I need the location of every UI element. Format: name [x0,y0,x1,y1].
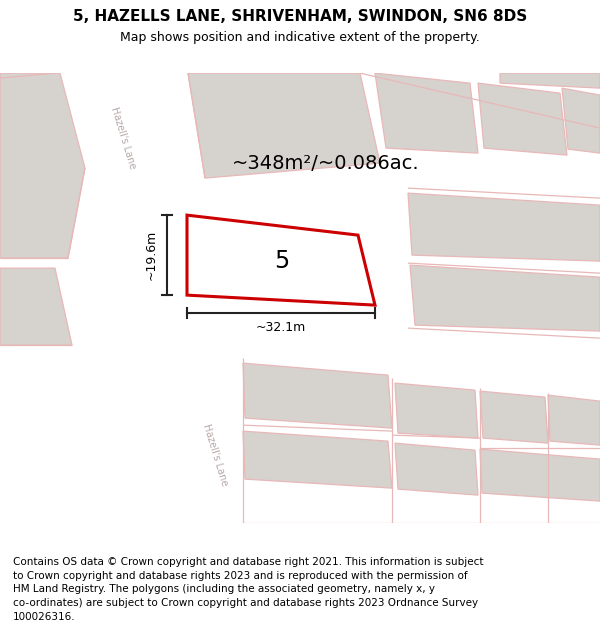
Text: 5, HAZELLS LANE, SHRIVENHAM, SWINDON, SN6 8DS: 5, HAZELLS LANE, SHRIVENHAM, SWINDON, SN… [73,9,527,24]
Text: Hazell's Lane: Hazell's Lane [109,106,137,171]
Polygon shape [187,215,375,305]
Polygon shape [480,449,600,501]
Polygon shape [408,193,600,261]
Polygon shape [375,73,478,153]
Text: Map shows position and indicative extent of the property.: Map shows position and indicative extent… [120,31,480,44]
Polygon shape [55,73,185,248]
Polygon shape [395,443,478,495]
Polygon shape [500,73,600,88]
Polygon shape [0,268,72,345]
Polygon shape [395,383,478,438]
Polygon shape [0,73,85,258]
Text: Contains OS data © Crown copyright and database right 2021. This information is : Contains OS data © Crown copyright and d… [13,557,484,621]
Polygon shape [548,395,600,445]
Polygon shape [243,363,392,428]
Polygon shape [562,88,600,153]
Polygon shape [188,73,380,178]
Polygon shape [480,391,548,443]
Text: ~348m²/~0.086ac.: ~348m²/~0.086ac. [232,154,419,173]
Polygon shape [478,83,567,155]
Polygon shape [243,431,392,488]
Text: ~32.1m: ~32.1m [256,321,306,334]
Text: Hazell's Lane: Hazell's Lane [201,423,229,488]
Text: ~19.6m: ~19.6m [145,230,158,280]
Text: 5: 5 [274,249,290,273]
Polygon shape [136,343,240,523]
Polygon shape [410,265,600,331]
